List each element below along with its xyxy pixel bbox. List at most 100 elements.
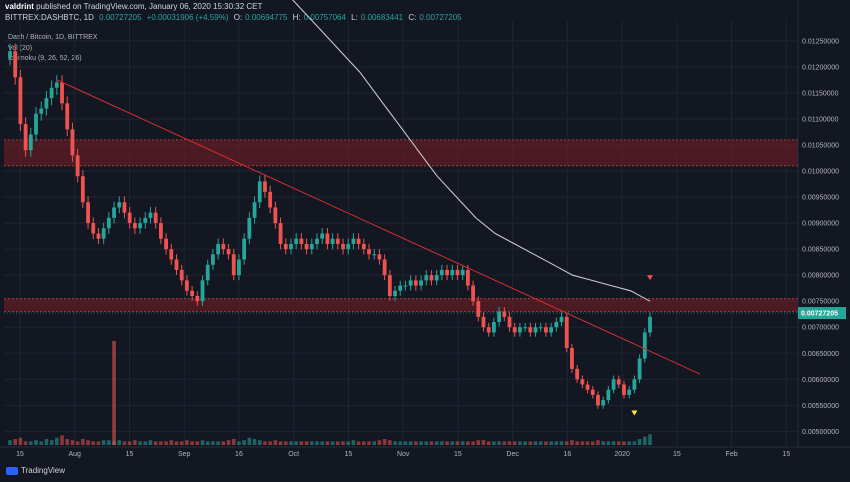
candle-body — [273, 207, 278, 224]
volume-bar — [512, 441, 517, 445]
candle-body — [512, 327, 517, 333]
volume-bar — [252, 439, 257, 445]
candle-body — [419, 280, 423, 286]
candle-body — [237, 259, 241, 276]
tradingview-logo[interactable]: TradingView — [6, 466, 65, 475]
candle-body — [174, 259, 179, 270]
volume-bar — [231, 439, 236, 445]
candle-body — [580, 379, 585, 385]
open-value: 0.00694775 — [245, 13, 288, 22]
candle-body — [356, 238, 361, 244]
volume-bar — [55, 437, 59, 445]
volume-bar — [466, 441, 470, 445]
volume-bar — [211, 441, 215, 445]
candle-body — [538, 327, 543, 329]
candle-body — [648, 316, 652, 333]
volume-bar — [606, 441, 611, 445]
close-label: C: — [408, 13, 417, 22]
candle-body — [54, 82, 59, 88]
candle-body — [502, 311, 507, 317]
volume-bar — [549, 441, 553, 445]
volume-bar — [169, 440, 174, 445]
candle-body — [637, 358, 642, 380]
candle-body — [268, 191, 273, 208]
candle-body — [23, 124, 28, 151]
open-label: O: — [233, 13, 243, 22]
volume-bar — [601, 441, 605, 445]
candle-body — [70, 129, 75, 156]
candle-body — [252, 202, 257, 218]
y-tick-label: 0.01250000 — [802, 38, 839, 45]
volume-bar — [75, 441, 80, 445]
candle-body — [18, 77, 23, 125]
volume-bar — [648, 434, 652, 445]
volume-bar — [143, 441, 148, 445]
ohlc-line: BITTREX:DASHBTC, 1D 0.00727205 +0.000319… — [5, 13, 465, 22]
candle-body — [544, 327, 548, 333]
volume-bar — [268, 441, 272, 445]
author-name[interactable]: valdrint — [5, 2, 34, 11]
descending-trendline — [56, 79, 701, 375]
volume-bar — [486, 441, 491, 445]
volume-bar — [325, 441, 330, 445]
candle-body — [585, 384, 590, 390]
candle-body — [559, 316, 564, 323]
candle-body — [127, 212, 132, 224]
candle-body — [205, 264, 210, 281]
volume-bar — [502, 441, 507, 445]
candle-body — [445, 269, 449, 276]
volume-bar — [377, 440, 382, 445]
volume-bar — [304, 441, 309, 445]
volume-bar — [481, 440, 486, 445]
candle-body — [471, 285, 475, 302]
candle-body — [117, 202, 122, 208]
volume-bar — [450, 441, 455, 445]
candle-body — [611, 379, 616, 390]
volume-bar — [122, 441, 127, 445]
candle-body — [101, 228, 106, 239]
x-tick-label: Oct — [288, 451, 299, 458]
candle-body — [112, 207, 116, 218]
volume-bar — [283, 441, 288, 445]
volume-bar — [221, 441, 226, 445]
volume-bar — [570, 440, 574, 445]
candle-body — [377, 254, 382, 260]
y-tick-label: 0.00900000 — [802, 221, 839, 228]
volume-bar — [34, 440, 38, 445]
candle-body — [616, 379, 621, 385]
candle-body — [632, 379, 637, 390]
candle-body — [86, 202, 90, 224]
candle-body — [179, 269, 184, 281]
volume-bar — [476, 440, 481, 445]
candle-body — [211, 254, 215, 265]
volume-bar — [424, 441, 429, 445]
volume-bar-spike — [112, 341, 116, 445]
candle-body — [450, 269, 455, 276]
volume-bar — [528, 441, 533, 445]
volume-bar — [382, 439, 387, 445]
y-tick-label: 0.01200000 — [802, 64, 839, 71]
volume-bar — [278, 441, 283, 445]
volume-bar — [419, 441, 423, 445]
x-tick-label: 15 — [673, 451, 681, 458]
volume-bar — [138, 441, 142, 445]
x-tick-label: 15 — [345, 451, 353, 458]
candle-body — [153, 212, 158, 224]
volume-bar — [372, 441, 377, 445]
candle-body — [518, 327, 522, 333]
volume-bar — [216, 441, 220, 445]
volume-bar — [294, 441, 298, 445]
resistance-zone-lower — [4, 298, 798, 312]
volume-bar — [242, 440, 246, 445]
candle-body — [49, 87, 54, 99]
volume-bar — [44, 439, 49, 445]
volume-bar — [70, 440, 75, 445]
candle-body — [481, 316, 486, 328]
candle-body — [221, 243, 226, 250]
volume-bar — [346, 441, 351, 445]
volume-bar — [497, 441, 501, 445]
candle-body — [34, 113, 38, 135]
candle-body — [106, 217, 111, 229]
candle-body — [148, 212, 153, 218]
